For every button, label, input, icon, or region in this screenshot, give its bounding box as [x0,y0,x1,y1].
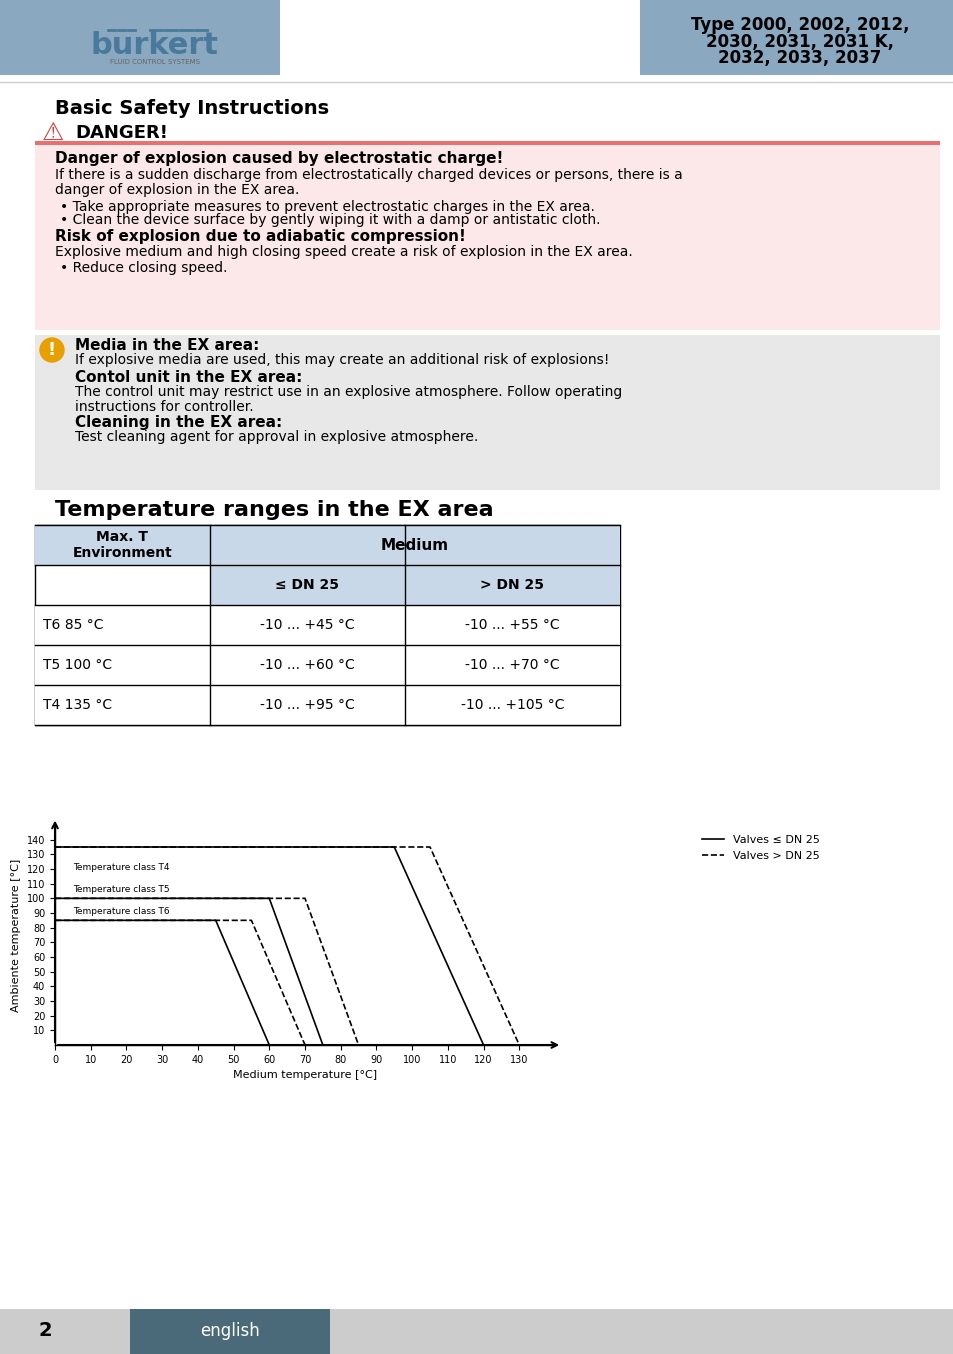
Bar [35,645,619,685]
Text: Cleaning in the EX area:: Cleaning in the EX area: [75,414,282,429]
Text: -10 ... +45 °C: -10 ... +45 °C [260,617,355,632]
Text: • Reduce closing speed.: • Reduce closing speed. [60,261,227,275]
Bar [35,334,939,490]
Circle shape [40,338,64,362]
Text: • Take appropriate measures to prevent electrostatic charges in the EX area.: • Take appropriate measures to prevent e… [60,200,595,214]
Text: Danger of explosion caused by electrostatic charge!: Danger of explosion caused by electrosta… [55,150,503,165]
Text: T5 100 °C: T5 100 °C [43,658,112,672]
Text: The control unit may restrict use in an explosive atmosphere. Follow operating: The control unit may restrict use in an … [75,385,621,399]
Text: Medium: Medium [380,538,449,552]
Bar [35,685,619,724]
Text: Type 2000, 2002, 2012,: Type 2000, 2002, 2012, [690,16,908,34]
Text: • Clean the device surface by gently wiping it with a damp or antistatic cloth.: • Clean the device surface by gently wip… [60,213,599,227]
Text: 2032, 2033, 2037: 2032, 2033, 2037 [718,49,881,66]
Text: -10 ... +70 °C: -10 ... +70 °C [465,658,559,672]
Text: > DN 25: > DN 25 [480,578,544,592]
Bar [0,1309,953,1354]
Text: Temperature ranges in the EX area: Temperature ranges in the EX area [55,500,493,520]
Text: Test cleaning agent for approval in explosive atmosphere.: Test cleaning agent for approval in expl… [75,431,477,444]
Text: T6 85 °C: T6 85 °C [43,617,103,632]
Bar [35,145,939,330]
Bar [35,525,619,565]
Text: FLUID CONTROL SYSTEMS: FLUID CONTROL SYSTEMS [110,60,200,65]
Text: Temperature class T4: Temperature class T4 [72,862,170,872]
Bar [210,565,619,605]
Text: 2: 2 [38,1322,51,1340]
Text: -10 ... +55 °C: -10 ... +55 °C [465,617,559,632]
Y-axis label: Ambiente temperature [°C]: Ambiente temperature [°C] [11,858,21,1011]
X-axis label: Medium temperature [°C]: Medium temperature [°C] [233,1070,376,1080]
Text: Temperature class T6: Temperature class T6 [72,907,170,915]
Text: english: english [200,1322,259,1340]
Text: !: ! [48,341,56,359]
Text: -10 ... +105 °C: -10 ... +105 °C [460,699,563,712]
Text: Media in the EX area:: Media in the EX area: [75,337,259,352]
Bar [35,525,619,724]
Text: Risk of explosion due to adiabatic compression!: Risk of explosion due to adiabatic compr… [55,229,465,245]
Text: ⚠: ⚠ [42,121,64,145]
Text: instructions for controller.: instructions for controller. [75,399,253,414]
Bar [639,0,953,74]
Text: Basic Safety Instructions: Basic Safety Instructions [55,99,329,118]
Text: ≤ DN 25: ≤ DN 25 [275,578,339,592]
Text: T4 135 °C: T4 135 °C [43,699,112,712]
Text: danger of explosion in the EX area.: danger of explosion in the EX area. [55,183,299,196]
Bar [35,141,939,162]
Legend: Valves ≤ DN 25, Valves > DN 25: Valves ≤ DN 25, Valves > DN 25 [697,830,823,865]
Bar [35,605,619,645]
Text: burkert: burkert [91,31,219,60]
Text: -10 ... +60 °C: -10 ... +60 °C [260,658,355,672]
Text: Temperature class T5: Temperature class T5 [72,886,170,894]
Text: Contol unit in the EX area:: Contol unit in the EX area: [75,370,302,385]
Bar [0,0,280,74]
Text: 2030, 2031, 2031 K,: 2030, 2031, 2031 K, [705,32,893,51]
Text: -10 ... +95 °C: -10 ... +95 °C [260,699,355,712]
Bar [130,1309,330,1354]
Text: DANGER!: DANGER! [75,125,168,142]
Text: If there is a sudden discharge from electrostatically charged devices or persons: If there is a sudden discharge from elec… [55,168,682,181]
Text: Max. T
Environment: Max. T Environment [72,529,172,561]
Text: If explosive media are used, this may create an additional risk of explosions!: If explosive media are used, this may cr… [75,353,609,367]
Text: Explosive medium and high closing speed create a risk of explosion in the EX are: Explosive medium and high closing speed … [55,245,632,259]
